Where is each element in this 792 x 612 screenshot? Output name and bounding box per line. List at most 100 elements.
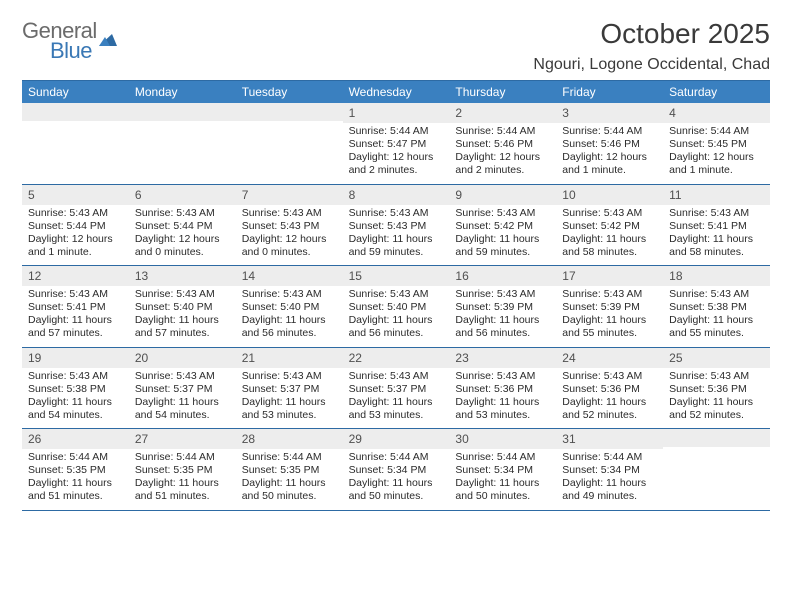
day-daylight: Daylight: 11 hours and 56 minutes. — [242, 314, 337, 340]
calendar-day — [22, 103, 129, 184]
day-number: 29 — [343, 429, 450, 449]
title-block: October 2025 Ngouri, Logone Occidental, … — [533, 18, 770, 74]
day-sunset: Sunset: 5:38 PM — [669, 301, 764, 314]
day-sunrise: Sunrise: 5:43 AM — [349, 207, 444, 220]
day-number: 5 — [22, 185, 129, 205]
day-sunrise: Sunrise: 5:44 AM — [349, 125, 444, 138]
day-details: Sunrise: 5:44 AMSunset: 5:46 PMDaylight:… — [449, 125, 556, 178]
dow-friday: Friday — [556, 81, 663, 103]
day-number: 21 — [236, 348, 343, 368]
day-details — [236, 123, 343, 175]
day-sunset: Sunset: 5:37 PM — [242, 383, 337, 396]
day-details: Sunrise: 5:43 AMSunset: 5:41 PMDaylight:… — [22, 288, 129, 341]
calendar-day: 29Sunrise: 5:44 AMSunset: 5:34 PMDayligh… — [343, 429, 450, 510]
calendar-day: 17Sunrise: 5:43 AMSunset: 5:39 PMDayligh… — [556, 266, 663, 347]
day-sunrise: Sunrise: 5:44 AM — [562, 451, 657, 464]
calendar-day: 9Sunrise: 5:43 AMSunset: 5:42 PMDaylight… — [449, 185, 556, 266]
calendar-day: 25Sunrise: 5:43 AMSunset: 5:36 PMDayligh… — [663, 348, 770, 429]
day-daylight: Daylight: 12 hours and 1 minute. — [28, 233, 123, 259]
day-daylight: Daylight: 11 hours and 50 minutes. — [242, 477, 337, 503]
day-number: 30 — [449, 429, 556, 449]
day-daylight: Daylight: 11 hours and 54 minutes. — [28, 396, 123, 422]
dow-sunday: Sunday — [22, 81, 129, 103]
day-details — [22, 123, 129, 175]
day-details: Sunrise: 5:43 AMSunset: 5:42 PMDaylight:… — [449, 207, 556, 260]
day-sunrise: Sunrise: 5:43 AM — [669, 207, 764, 220]
day-number: 20 — [129, 348, 236, 368]
day-number: 16 — [449, 266, 556, 286]
day-number: 17 — [556, 266, 663, 286]
calendar-day — [129, 103, 236, 184]
day-sunset: Sunset: 5:42 PM — [562, 220, 657, 233]
day-number: 7 — [236, 185, 343, 205]
day-sunrise: Sunrise: 5:43 AM — [349, 370, 444, 383]
day-daylight: Daylight: 11 hours and 57 minutes. — [28, 314, 123, 340]
calendar-week: 5Sunrise: 5:43 AMSunset: 5:44 PMDaylight… — [22, 185, 770, 267]
day-number: 15 — [343, 266, 450, 286]
calendar-day: 12Sunrise: 5:43 AMSunset: 5:41 PMDayligh… — [22, 266, 129, 347]
day-sunrise: Sunrise: 5:44 AM — [669, 125, 764, 138]
header: General Blue October 2025 Ngouri, Logone… — [22, 18, 770, 74]
calendar-week: 26Sunrise: 5:44 AMSunset: 5:35 PMDayligh… — [22, 429, 770, 511]
day-sunrise: Sunrise: 5:43 AM — [28, 288, 123, 301]
day-sunrise: Sunrise: 5:43 AM — [455, 288, 550, 301]
day-sunset: Sunset: 5:42 PM — [455, 220, 550, 233]
day-sunset: Sunset: 5:40 PM — [135, 301, 230, 314]
day-details: Sunrise: 5:44 AMSunset: 5:35 PMDaylight:… — [129, 451, 236, 504]
calendar-day: 19 Sunrise: 5:43 AMSunset: 5:38 PMDayligh… — [22, 348, 129, 429]
day-daylight: Daylight: 11 hours and 55 minutes. — [669, 314, 764, 340]
dow-tuesday: Tuesday — [236, 81, 343, 103]
location-text: Ngouri, Logone Occidental, Chad — [533, 56, 770, 74]
day-sunset: Sunset: 5:34 PM — [455, 464, 550, 477]
day-sunset: Sunset: 5:34 PM — [562, 464, 657, 477]
day-sunset: Sunset: 5:46 PM — [455, 138, 550, 151]
day-details — [129, 123, 236, 175]
day-sunset: Sunset: 5:38 PM — [28, 383, 123, 396]
calendar-day: 26Sunrise: 5:44 AMSunset: 5:35 PMDayligh… — [22, 429, 129, 510]
day-sunrise: Sunrise: 5:44 AM — [242, 451, 337, 464]
calendar-day: 11Sunrise: 5:43 AMSunset: 5:41 PMDayligh… — [663, 185, 770, 266]
day-sunrise: Sunrise: 5:43 AM — [242, 207, 337, 220]
day-daylight: Daylight: 11 hours and 57 minutes. — [135, 314, 230, 340]
calendar-week: 1Sunrise: 5:44 AMSunset: 5:47 PMDaylight… — [22, 103, 770, 185]
day-number: 14 — [236, 266, 343, 286]
calendar-week: 19Sunrise: 5:43 AMSunset: 5:38 PMDayligh… — [22, 348, 770, 430]
calendar-body: 1Sunrise: 5:44 AMSunset: 5:47 PMDaylight… — [22, 103, 770, 511]
day-daylight: Daylight: 11 hours and 58 minutes. — [669, 233, 764, 259]
day-number — [663, 429, 770, 447]
calendar-day: 4Sunrise: 5:44 AMSunset: 5:45 PMDaylight… — [663, 103, 770, 184]
day-number: 28 — [236, 429, 343, 449]
day-number: 25 — [663, 348, 770, 368]
calendar-day — [663, 429, 770, 510]
day-sunset: Sunset: 5:36 PM — [455, 383, 550, 396]
calendar-day: 10Sunrise: 5:43 AMSunset: 5:42 PMDayligh… — [556, 185, 663, 266]
day-details: Sunrise: 5:44 AMSunset: 5:35 PMDaylight:… — [22, 451, 129, 504]
calendar-day: 16Sunrise: 5:43 AMSunset: 5:39 PMDayligh… — [449, 266, 556, 347]
day-number: 12 — [22, 266, 129, 286]
day-number — [236, 103, 343, 121]
day-sunrise: Sunrise: 5:43 AM — [349, 288, 444, 301]
dow-saturday: Saturday — [663, 81, 770, 103]
day-daylight: Daylight: 12 hours and 1 minute. — [562, 151, 657, 177]
day-details: Sunrise: 5:43 AMSunset: 5:40 PMDaylight:… — [343, 288, 450, 341]
calendar-day: 30Sunrise: 5:44 AMSunset: 5:34 PMDayligh… — [449, 429, 556, 510]
day-sunrise: Sunrise: 5:44 AM — [455, 451, 550, 464]
day-number: 19 — [22, 348, 129, 368]
day-sunrise: Sunrise: 5:43 AM — [28, 370, 123, 383]
day-details: Sunrise: 5:43 AMSunset: 5:37 PMDaylight:… — [129, 370, 236, 423]
calendar-day: 7Sunrise: 5:43 AMSunset: 5:43 PMDaylight… — [236, 185, 343, 266]
calendar-week: 12Sunrise: 5:43 AMSunset: 5:41 PMDayligh… — [22, 266, 770, 348]
day-daylight: Daylight: 11 hours and 59 minutes. — [349, 233, 444, 259]
day-sunset: Sunset: 5:40 PM — [349, 301, 444, 314]
day-number: 22 — [343, 348, 450, 368]
day-sunrise: Sunrise: 5:43 AM — [242, 288, 337, 301]
day-number: 8 — [343, 185, 450, 205]
day-sunrise: Sunrise: 5:43 AM — [135, 370, 230, 383]
day-number: 1 — [343, 103, 450, 123]
day-details: Sunrise: 5:43 AMSunset: 5:36 PMDaylight:… — [556, 370, 663, 423]
day-sunrise: Sunrise: 5:43 AM — [455, 207, 550, 220]
day-details: Sunrise: 5:44 AMSunset: 5:46 PMDaylight:… — [556, 125, 663, 178]
month-title: October 2025 — [533, 18, 770, 50]
day-sunset: Sunset: 5:45 PM — [669, 138, 764, 151]
day-daylight: Daylight: 11 hours and 53 minutes. — [455, 396, 550, 422]
